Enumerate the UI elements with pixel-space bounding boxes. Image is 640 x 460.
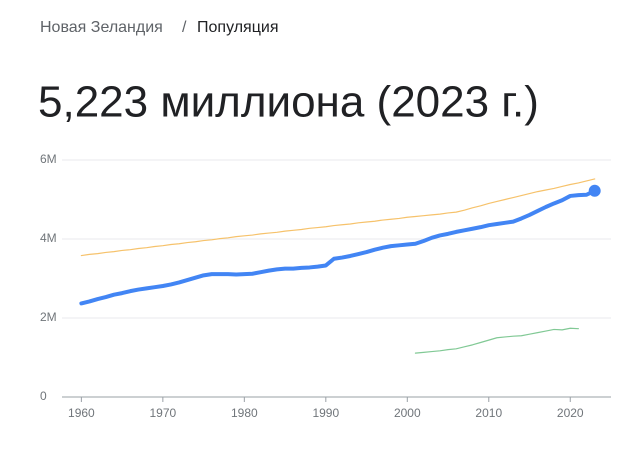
x-tick-label: 1970 xyxy=(150,406,177,420)
x-tick-label: 2000 xyxy=(394,406,421,420)
x-tick-label: 1990 xyxy=(312,406,339,420)
y-tick-label: 6M xyxy=(40,152,57,166)
end-marker xyxy=(588,184,601,197)
series-line xyxy=(80,178,596,257)
headline: 5,223 миллиона (2023 г.) xyxy=(38,78,539,127)
series-line xyxy=(414,327,580,354)
y-tick-label: 4M xyxy=(40,231,57,245)
breadcrumb-current: Популяция xyxy=(197,19,278,36)
x-tick-label: 2020 xyxy=(557,406,584,420)
series-line xyxy=(79,188,597,306)
breadcrumb-separator: / xyxy=(182,19,187,36)
x-tick-label: 1980 xyxy=(231,406,258,420)
y-tick-label: 0 xyxy=(40,389,47,403)
breadcrumb-parent[interactable]: Новая Зеландия xyxy=(40,19,163,36)
y-tick-label: 2M xyxy=(40,310,57,324)
x-tick-label: 1960 xyxy=(68,406,95,420)
x-tick-label: 2010 xyxy=(475,406,502,420)
